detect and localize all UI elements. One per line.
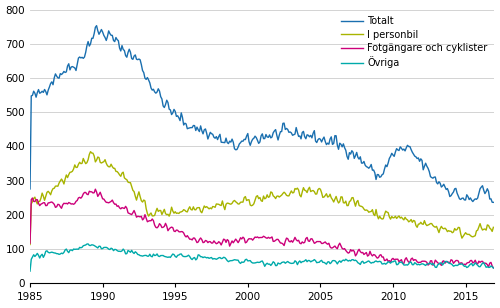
Övriga xyxy=(488,264,494,268)
Fotgängare och cyklister xyxy=(43,204,49,208)
I personbil xyxy=(358,205,364,208)
I personbil xyxy=(43,194,49,198)
Fotgängare och cyklister xyxy=(488,261,494,264)
Line: Totalt: Totalt xyxy=(30,26,494,202)
Totalt xyxy=(27,187,33,191)
Line: I personbil: I personbil xyxy=(30,152,494,245)
Övriga xyxy=(27,269,33,273)
Totalt xyxy=(58,72,64,75)
Totalt xyxy=(488,197,494,201)
I personbil xyxy=(428,222,434,225)
Övriga xyxy=(58,252,64,256)
Övriga xyxy=(85,242,91,246)
Fotgängare och cyklister xyxy=(92,187,98,191)
Övriga xyxy=(358,260,364,264)
I personbil xyxy=(488,227,494,231)
Fotgängare och cyklister xyxy=(27,241,33,245)
Fotgängare och cyklister xyxy=(266,236,272,240)
Fotgängare och cyklister xyxy=(428,259,434,263)
Övriga xyxy=(490,266,496,270)
Legend: Totalt, I personbil, Fotgängare och cyklister, Övriga: Totalt, I personbil, Fotgängare och cykl… xyxy=(339,14,490,71)
I personbil xyxy=(490,225,496,229)
I personbil xyxy=(27,243,33,246)
Line: Fotgängare och cyklister: Fotgängare och cyklister xyxy=(30,189,494,268)
Övriga xyxy=(43,249,49,253)
Övriga xyxy=(428,261,434,265)
Fotgängare och cyklister xyxy=(358,251,364,255)
Totalt xyxy=(94,24,100,27)
Totalt xyxy=(428,175,434,178)
I personbil xyxy=(88,150,94,153)
Line: Övriga: Övriga xyxy=(30,244,494,271)
Totalt xyxy=(358,161,364,165)
Övriga xyxy=(266,262,272,266)
Totalt xyxy=(266,133,272,137)
Fotgängare och cyklister xyxy=(58,205,64,209)
Totalt xyxy=(490,201,496,204)
I personbil xyxy=(266,195,272,199)
I personbil xyxy=(58,179,64,183)
Fotgängare och cyklister xyxy=(490,266,496,270)
Totalt xyxy=(43,90,49,93)
